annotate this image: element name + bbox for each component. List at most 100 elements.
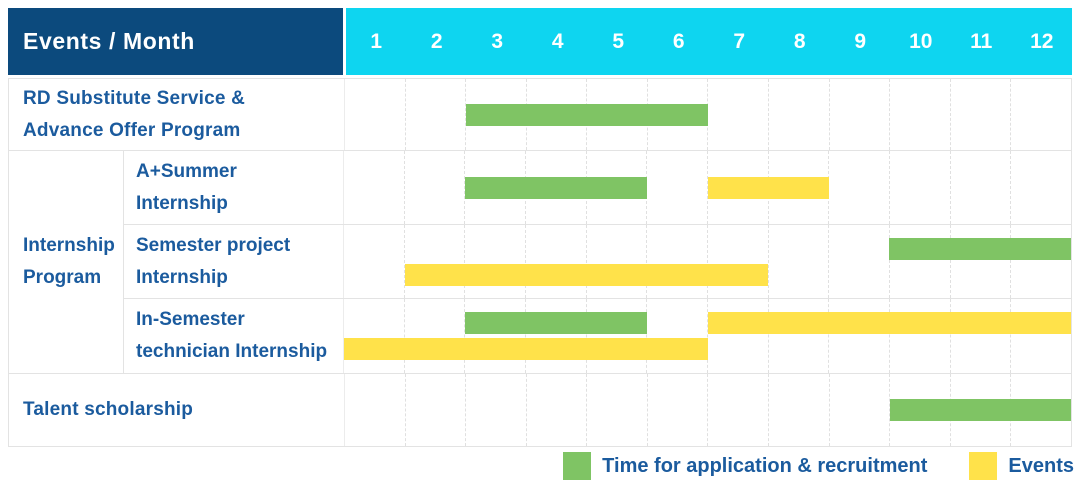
month-cell (404, 374, 466, 446)
row-label-line: Advance Offer Program (23, 119, 241, 141)
month-cell (646, 225, 707, 298)
row-label-line: Semester project (136, 234, 291, 256)
table-subrow: In-Semester technician Internship (124, 298, 1071, 373)
table-subrow: Semester project Internship (124, 224, 1071, 298)
month-header-7: 7 (733, 29, 746, 53)
event-period-bar (707, 177, 829, 199)
legend-item-application: Time for application & recruitment (563, 452, 927, 480)
month-header-row: 1 2 3 4 5 6 7 8 9 10 11 12 (346, 8, 1072, 75)
application-period-bar (465, 312, 647, 334)
month-cell (707, 299, 768, 373)
yellow-square-swatch (969, 452, 998, 480)
group-label: Internship Program (9, 151, 124, 373)
row-label-line: In-Semester (136, 309, 245, 330)
subrow-label: In-Semester technician Internship (124, 299, 343, 373)
month-cell (464, 225, 525, 298)
month-cell (465, 79, 526, 150)
month-header-11: 11 (970, 29, 993, 53)
month-cell (404, 79, 466, 150)
table-subrow: A+Summer Internship (124, 151, 1071, 224)
month-header-6: 6 (672, 29, 685, 53)
month-cell (828, 225, 889, 298)
month-cell (345, 79, 405, 150)
application-period-bar (889, 399, 1071, 421)
timeline-cells (343, 299, 1071, 373)
month-header-1: 1 (370, 29, 383, 53)
table-row: Talent scholarship (9, 373, 1071, 446)
month-cell (949, 151, 1011, 224)
month-cell (1010, 225, 1071, 298)
month-cell (345, 374, 405, 446)
table-body: RD Substitute Service & Advance Offer Pro… (8, 78, 1072, 447)
events-month-header-cell: Events / Month (8, 8, 343, 75)
month-cell (464, 299, 525, 373)
month-cell (585, 299, 647, 373)
month-cell (949, 79, 1011, 150)
month-cell (767, 225, 829, 298)
timeline-cells (343, 225, 1071, 298)
month-cell (525, 299, 586, 373)
timeline-cells (344, 374, 1071, 446)
row-label-line: Program (23, 267, 102, 288)
row-label-line: Talent scholarship (23, 399, 194, 420)
legend-label-events: Events (1008, 454, 1074, 477)
month-header-9: 9 (854, 29, 867, 53)
month-cell (344, 299, 404, 373)
month-cell (646, 299, 707, 373)
month-cell (586, 374, 647, 446)
month-cell (344, 151, 404, 224)
month-cell (1010, 79, 1071, 150)
legend-label-application: Time for application & recruitment (602, 454, 928, 477)
month-cell (707, 225, 768, 298)
month-cell (525, 374, 587, 446)
month-cell (767, 299, 829, 373)
month-cell (585, 225, 647, 298)
month-cell (707, 79, 768, 150)
month-cell (707, 374, 768, 446)
application-period-bar (466, 104, 708, 126)
month-cell (828, 374, 890, 446)
month-cell (646, 374, 708, 446)
timeline-cells (343, 151, 1071, 224)
month-header-5: 5 (612, 29, 625, 53)
row-label-line: RD Substitute Service & (23, 87, 246, 109)
application-period-bar (465, 177, 647, 199)
month-cell (465, 374, 526, 446)
month-cell (828, 299, 889, 373)
row-label-line: Internship (23, 235, 115, 256)
group-subrows: A+Summer Internship Semester project Intern… (124, 151, 1071, 373)
row-label-line: Internship (136, 266, 228, 288)
month-cell (828, 79, 890, 150)
row-label-line: Internship (136, 192, 228, 214)
month-cell (646, 151, 707, 224)
row-label: Talent scholarship (9, 374, 344, 446)
event-period-bar (404, 264, 769, 286)
header-divider (343, 8, 346, 75)
timeline-cells (344, 79, 1071, 150)
month-header-3: 3 (491, 29, 504, 53)
table-header-row: Events / Month 1 2 3 4 5 6 7 8 9 10 11 12 (8, 8, 1072, 75)
table-row: RD Substitute Service & Advance Offer Pro… (9, 79, 1071, 150)
month-cell (949, 225, 1011, 298)
month-cell (1010, 151, 1071, 224)
event-period-bar (344, 338, 708, 360)
month-cell (889, 79, 950, 150)
month-cell (403, 299, 465, 373)
month-header-8: 8 (793, 29, 806, 53)
green-square-swatch (563, 452, 592, 480)
application-period-bar (889, 238, 1071, 260)
month-cell (403, 151, 465, 224)
month-cell (464, 151, 525, 224)
month-header-2: 2 (430, 29, 443, 53)
month-cell (889, 225, 950, 298)
row-label-line: A+Summer (136, 160, 237, 182)
subrow-label: A+Summer Internship (124, 151, 343, 224)
group-row: Internship Program A+Summer Internship Semes… (9, 150, 1071, 373)
month-cell (768, 79, 829, 150)
month-cell (525, 225, 586, 298)
subrow-label: Semester project Internship (124, 225, 343, 298)
month-cell (889, 299, 950, 373)
month-header-10: 10 (909, 29, 933, 53)
month-cell (403, 225, 465, 298)
